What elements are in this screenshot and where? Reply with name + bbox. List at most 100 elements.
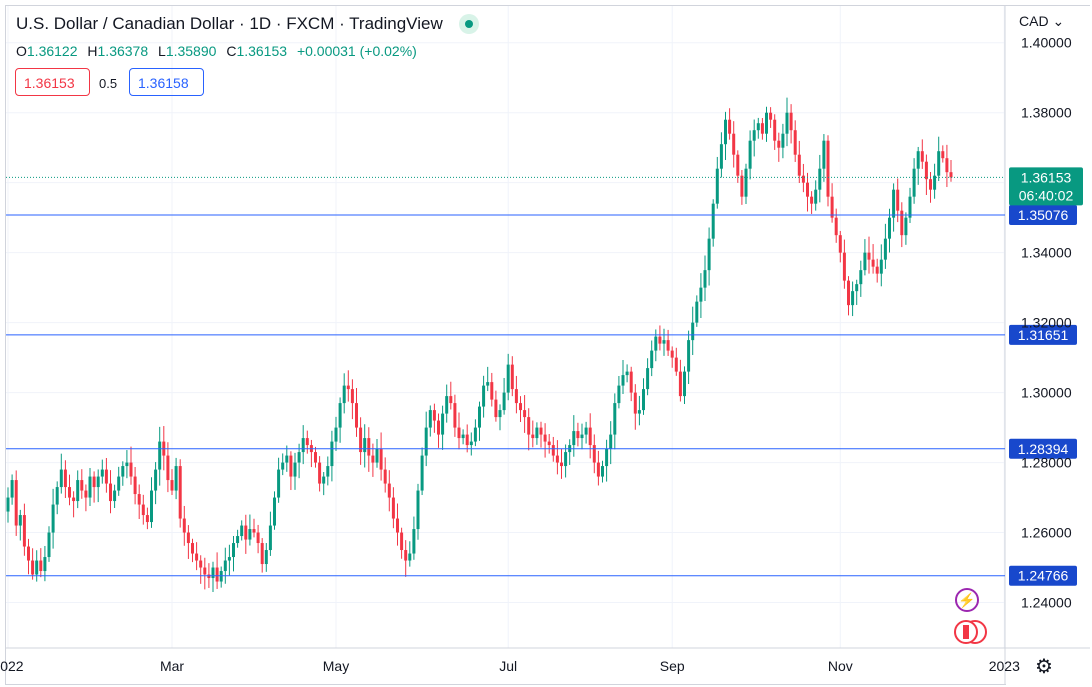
- candle-body: [867, 252, 871, 260]
- candle-body: [781, 133, 785, 148]
- candle-body: [63, 469, 67, 488]
- candle-body: [379, 448, 383, 470]
- candle-body: [539, 427, 543, 435]
- candle-body: [814, 189, 818, 204]
- candle-body: [478, 406, 481, 428]
- candle-body: [301, 438, 305, 453]
- candle-body: [650, 350, 654, 369]
- candle-body: [687, 340, 691, 372]
- candle-body: [560, 462, 563, 467]
- candle-body: [945, 158, 949, 173]
- candle-body: [178, 466, 182, 519]
- candle-body: [215, 567, 219, 582]
- candle-body: [236, 536, 240, 544]
- candle-body: [834, 217, 838, 236]
- spread-value: 0.5: [99, 76, 118, 91]
- candle-body: [494, 399, 498, 418]
- candle-body: [756, 123, 760, 131]
- candle-body: [740, 175, 744, 197]
- candle-body: [830, 196, 834, 218]
- currency-selector[interactable]: CAD ⌄: [1019, 13, 1064, 30]
- candle-body: [625, 371, 629, 376]
- candle-body: [457, 427, 461, 439]
- candle-body: [100, 469, 104, 477]
- candle-body: [199, 560, 203, 568]
- candle-body: [129, 462, 133, 477]
- buy-button[interactable]: 1.36158: [129, 68, 204, 96]
- y-tick-label: 1.40000: [1021, 35, 1072, 51]
- level-price-label: 1.31651: [1018, 327, 1069, 343]
- candle-body: [555, 455, 559, 463]
- candle-body: [637, 410, 641, 414]
- x-tick-label: Sep: [660, 658, 685, 674]
- last-price-label: 1.36153: [1021, 169, 1072, 185]
- lightning-icon[interactable]: ⚡: [955, 588, 979, 612]
- candle-body: [838, 235, 842, 253]
- candle-body: [826, 140, 830, 197]
- candle-body: [396, 518, 399, 533]
- candle-body: [453, 403, 457, 428]
- sell-button[interactable]: 1.36153: [15, 68, 90, 96]
- candle-body: [268, 525, 272, 551]
- candle-body: [879, 259, 883, 274]
- candle-body: [514, 389, 518, 404]
- candle-body: [84, 490, 88, 498]
- candle-body: [432, 410, 436, 421]
- candle-body: [806, 182, 809, 197]
- candle-body: [863, 252, 867, 271]
- candle-body: [765, 112, 768, 134]
- candle-body: [6, 497, 10, 512]
- candle-body: [929, 179, 932, 190]
- candle-body: [707, 238, 711, 271]
- candle-body: [88, 476, 92, 498]
- candle-body: [941, 151, 945, 159]
- candle-body: [256, 532, 260, 544]
- candle-body: [133, 476, 137, 495]
- candle-body: [318, 462, 322, 484]
- candle-body: [145, 515, 149, 523]
- candle-body: [888, 217, 891, 239]
- currency-label: CAD: [1019, 13, 1049, 29]
- candle-body: [461, 434, 465, 439]
- candle-body: [662, 340, 666, 344]
- candle-body: [793, 130, 797, 155]
- candle-body: [695, 301, 699, 323]
- gear-icon[interactable]: ⚙: [1035, 656, 1053, 678]
- candle-body: [182, 518, 186, 533]
- candle-body: [359, 427, 363, 453]
- y-tick-label: 1.34000: [1021, 245, 1072, 261]
- candle-body: [900, 210, 904, 236]
- candle-body: [789, 112, 793, 131]
- candle-body: [646, 368, 650, 390]
- candle-body: [719, 144, 723, 169]
- candle-body: [912, 168, 916, 197]
- candle-body: [346, 385, 350, 390]
- candle-body: [47, 532, 51, 558]
- candle-body: [227, 557, 231, 561]
- level-price-label: 1.35076: [1018, 207, 1069, 223]
- candle-body: [818, 168, 822, 190]
- candle-body: [314, 452, 317, 463]
- candle-body: [859, 270, 863, 285]
- candle-body: [437, 420, 440, 435]
- ohlc-legend: O1.36122 H1.36378 L1.35890 C1.36153 +0.0…: [16, 43, 423, 59]
- candle-body: [797, 154, 801, 176]
- candle-body: [154, 469, 158, 491]
- candle-body: [125, 462, 129, 467]
- x-tick-label: 2022: [0, 658, 24, 674]
- candle-body: [117, 476, 121, 491]
- candle-body: [933, 175, 937, 190]
- candle-body: [937, 151, 941, 176]
- candle-body: [367, 438, 371, 456]
- canada-flag-icon[interactable]: [954, 620, 978, 644]
- y-tick-label: 1.32000: [1021, 315, 1072, 331]
- candle-body: [203, 567, 207, 575]
- candle-body: [39, 560, 43, 572]
- candle-body: [683, 371, 686, 397]
- level-price-tag: [1009, 565, 1077, 586]
- candle-body: [773, 119, 777, 141]
- change-value: +0.00031 (+0.02%): [296, 43, 417, 59]
- high-value: 1.36378: [97, 43, 149, 59]
- candle-body: [654, 336, 658, 351]
